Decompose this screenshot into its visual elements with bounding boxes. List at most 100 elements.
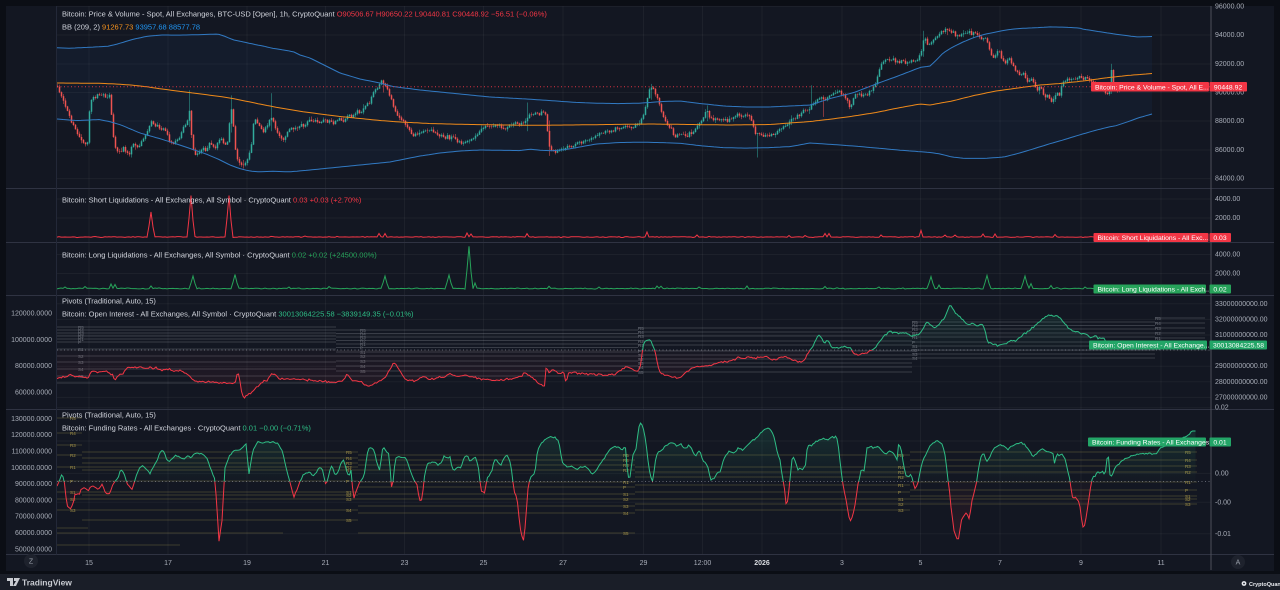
svg-text:0.03: 0.03 [1213, 235, 1226, 242]
svg-text:96000.00: 96000.00 [1215, 4, 1244, 11]
svg-text:S1: S1 [78, 347, 84, 352]
svg-text:A: A [1236, 560, 1241, 567]
svg-text:R1: R1 [346, 468, 352, 473]
svg-text:R3: R3 [360, 335, 366, 340]
svg-text:120000.0000: 120000.0000 [11, 432, 52, 439]
svg-text:S2: S2 [1185, 497, 1191, 502]
svg-text:28000000000.00: 28000000000.00 [1215, 379, 1268, 386]
svg-text:Bitcoin: Short Liquidations -: Bitcoin: Short Liquidations - All Exc... [1098, 235, 1209, 242]
svg-text:130000.0000: 130000.0000 [11, 416, 52, 423]
svg-text:P: P [78, 340, 81, 345]
svg-text:S4: S4 [912, 356, 918, 361]
svg-text:84000.00: 84000.00 [1215, 176, 1244, 183]
svg-text:29: 29 [640, 560, 648, 567]
svg-text:90448.92: 90448.92 [1214, 84, 1243, 91]
svg-text:15: 15 [85, 560, 93, 567]
svg-text:0.02: 0.02 [1213, 286, 1226, 293]
svg-text:TradingView: TradingView [22, 578, 72, 588]
svg-text:30013084225.58: 30013084225.58 [1213, 342, 1264, 349]
svg-text:S1: S1 [898, 497, 904, 502]
svg-text:S5: S5 [623, 531, 629, 536]
svg-text:27: 27 [559, 560, 567, 567]
svg-text:23: 23 [401, 560, 409, 567]
svg-text:R2: R2 [346, 465, 352, 470]
svg-text:R4: R4 [360, 332, 366, 337]
svg-text:R2: R2 [360, 339, 366, 344]
svg-text:31000000000.00: 31000000000.00 [1215, 332, 1268, 339]
svg-text:S2: S2 [912, 348, 918, 353]
svg-text:R1: R1 [78, 337, 84, 342]
svg-text:92000.00: 92000.00 [1215, 61, 1244, 68]
svg-text:90000.00: 90000.00 [1215, 90, 1244, 97]
svg-text:Bitcoin: Open Interest - All E: Bitcoin: Open Interest - All Exchange... [1093, 342, 1209, 349]
svg-text:4000.00: 4000.00 [1215, 196, 1240, 203]
svg-text:90000.0000: 90000.0000 [15, 481, 52, 488]
svg-text:S3: S3 [912, 352, 918, 357]
svg-text:S3: S3 [623, 504, 629, 509]
svg-text:60000.0000: 60000.0000 [15, 530, 52, 537]
svg-text:Bitcoin: Open Interest - All E: Bitcoin: Open Interest - All Exchanges, … [62, 310, 414, 319]
svg-text:Z: Z [29, 559, 34, 566]
svg-text:R4: R4 [70, 431, 76, 436]
svg-text:80000.0000: 80000.0000 [15, 363, 52, 370]
svg-text:S2: S2 [898, 502, 904, 507]
svg-text:R5: R5 [360, 328, 366, 333]
svg-text:0.02: 0.02 [1215, 405, 1229, 412]
svg-text:R5: R5 [70, 416, 76, 421]
svg-text:R5: R5 [78, 325, 84, 330]
svg-text:R3: R3 [638, 334, 644, 339]
svg-text:S3: S3 [70, 508, 76, 513]
svg-text:S2: S2 [346, 493, 352, 498]
svg-text:R1: R1 [70, 465, 76, 470]
svg-text:S1: S1 [623, 492, 629, 497]
svg-text:R2: R2 [78, 334, 84, 339]
svg-text:R3: R3 [912, 327, 918, 332]
svg-text:2026: 2026 [754, 560, 770, 567]
svg-text:94000.00: 94000.00 [1215, 32, 1244, 39]
svg-text:R2: R2 [1155, 331, 1161, 336]
svg-text:S4: S4 [623, 511, 629, 516]
svg-text:R5: R5 [346, 450, 352, 455]
svg-text:60000.0000: 60000.0000 [15, 389, 52, 396]
svg-text:R1: R1 [1155, 336, 1161, 341]
svg-text:86000.00: 86000.00 [1215, 147, 1244, 154]
svg-text:12:00: 12:00 [694, 560, 712, 567]
svg-text:R2: R2 [912, 331, 918, 336]
svg-text:R1: R1 [1185, 480, 1191, 485]
svg-text:100000.0000: 100000.0000 [11, 337, 52, 344]
svg-text:Bitcoin: Long Liquidations - A: Bitcoin: Long Liquidations - All Exch... [1098, 286, 1211, 293]
svg-text:S1: S1 [1185, 494, 1191, 499]
svg-text:R5: R5 [1155, 316, 1161, 321]
svg-text:R3: R3 [1155, 326, 1161, 331]
svg-text:100000.0000: 100000.0000 [11, 465, 52, 472]
svg-text:-0.00: -0.00 [1215, 499, 1231, 506]
svg-text:50000.0000: 50000.0000 [15, 546, 52, 553]
svg-text:120000.0000: 120000.0000 [11, 311, 52, 318]
svg-text:11: 11 [1157, 560, 1164, 567]
svg-text:S2: S2 [623, 497, 629, 502]
svg-text:S3: S3 [1185, 502, 1191, 507]
svg-text:R4: R4 [638, 330, 644, 335]
svg-text:3: 3 [840, 560, 844, 567]
svg-text:R1: R1 [360, 342, 366, 347]
svg-text:17: 17 [164, 560, 172, 567]
svg-text:Pivots (Traditional, Auto, 15): Pivots (Traditional, Auto, 15) [62, 297, 156, 306]
svg-text:R3: R3 [70, 443, 76, 448]
svg-text:88000.00: 88000.00 [1215, 118, 1244, 125]
svg-text:27000000000.00: 27000000000.00 [1215, 394, 1268, 401]
svg-text:R3: R3 [346, 461, 352, 466]
svg-text:0.01: 0.01 [1213, 439, 1226, 446]
svg-text:S3: S3 [898, 508, 904, 513]
svg-text:25: 25 [480, 560, 488, 567]
svg-text:R1: R1 [638, 343, 644, 348]
svg-text:R2: R2 [70, 453, 76, 458]
svg-text:80000.0000: 80000.0000 [15, 497, 52, 504]
svg-text:9: 9 [1079, 560, 1083, 567]
svg-text:R1: R1 [898, 483, 904, 488]
svg-text:R4: R4 [346, 456, 352, 461]
svg-text:21: 21 [322, 560, 330, 567]
svg-text:P: P [623, 485, 626, 490]
svg-text:7: 7 [998, 560, 1002, 567]
svg-text:S5: S5 [346, 518, 352, 523]
svg-text:S4: S4 [638, 365, 644, 370]
